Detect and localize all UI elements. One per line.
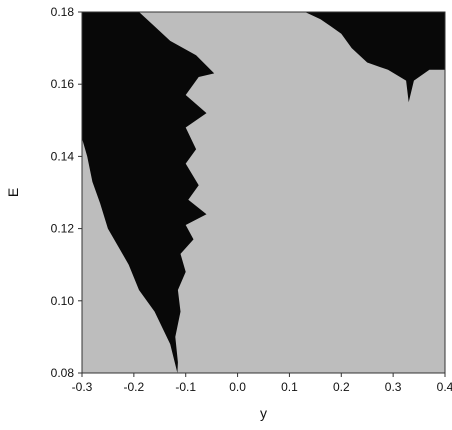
y-tick-label: 0.12 (51, 222, 75, 236)
x-tick-label: 0.0 (229, 380, 246, 394)
x-tick-label: 0.1 (281, 380, 298, 394)
y-tick-label: 0.14 (51, 149, 75, 163)
y-axis-ticks: 0.08 0.10 0.12 0.14 0.16 0.18 (51, 5, 82, 380)
x-tick-label: 0.4 (437, 380, 452, 394)
filled-regions (82, 12, 445, 373)
y-tick-label: 0.10 (51, 294, 75, 308)
x-tick-label: 0.3 (385, 380, 402, 394)
y-axis-label: E (5, 188, 21, 197)
x-tick-label: -0.3 (72, 380, 93, 394)
y-tick-label: 0.18 (51, 5, 75, 19)
dark-region-2 (305, 12, 445, 103)
x-tick-label: 0.2 (333, 380, 350, 394)
dark-region-1 (82, 12, 215, 373)
x-tick-label: -0.2 (124, 380, 145, 394)
plot-frame (81, 11, 446, 374)
y-tick-label: 0.08 (51, 366, 75, 380)
x-axis-label: y (260, 405, 267, 421)
y-tick-label: 0.16 (51, 77, 75, 91)
x-axis-ticks: -0.3 -0.2 -0.1 0.0 0.1 0.2 0.3 0.4 (72, 373, 452, 394)
x-tick-label: -0.1 (175, 380, 196, 394)
